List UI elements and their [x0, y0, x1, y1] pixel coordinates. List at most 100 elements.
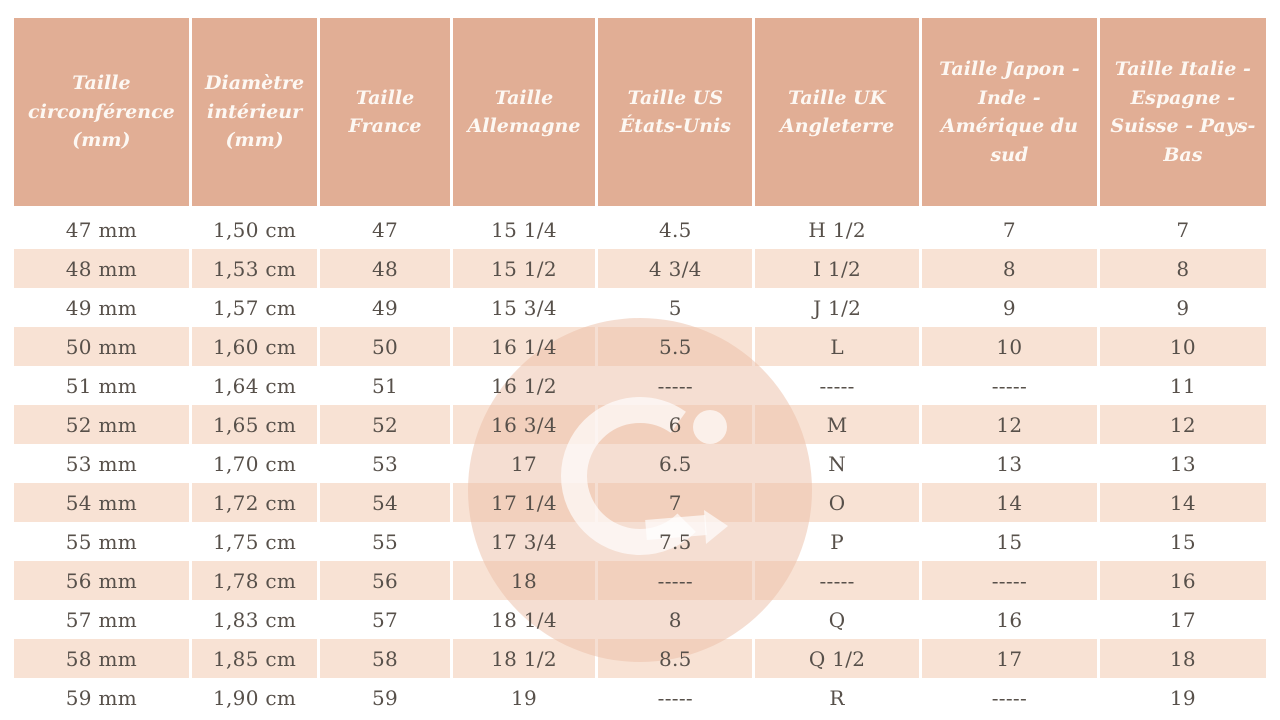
cell-value: 10 — [1169, 334, 1196, 359]
table-cell: 9 — [921, 288, 1097, 327]
cell-value: 50 mm — [65, 334, 138, 359]
cell-value: 47 mm — [65, 217, 138, 242]
column-header: Taille France — [320, 18, 450, 210]
table-cell: J 1/2 — [755, 288, 919, 327]
table-cell: 5 — [598, 288, 753, 327]
cell-value: 13 — [1169, 451, 1196, 476]
cell-value: 19 — [1169, 685, 1196, 710]
table-cell: 57 mm — [14, 600, 189, 639]
table-row: 57 mm 1,83 cm 57 18 1/4 8 Q 16 17 — [14, 600, 1266, 639]
cell-value: 56 — [371, 568, 398, 593]
table-cell: 4.5 — [598, 210, 753, 249]
cell-value: 1,83 cm — [212, 607, 297, 632]
cell-value: 14 — [1169, 490, 1196, 515]
cell-value: 1,53 cm — [212, 256, 297, 281]
table-cell: 10 — [1099, 327, 1266, 366]
cell-value: 16 1/4 — [491, 334, 557, 359]
table-cell: 5.5 — [598, 327, 753, 366]
table-row: 49 mm 1,57 cm 49 15 3/4 5 J 1/2 9 9 — [14, 288, 1266, 327]
table-cell: ----- — [921, 561, 1097, 600]
table-row: 56 mm 1,78 cm 56 18 ----- ----- ----- 16 — [14, 561, 1266, 600]
cell-value: 15 3/4 — [491, 295, 557, 320]
table-cell: 55 — [320, 522, 450, 561]
cell-value: 7.5 — [658, 529, 692, 554]
table-cell: 18 — [452, 561, 596, 600]
table-cell: 50 — [320, 327, 450, 366]
table-cell: P — [755, 522, 919, 561]
cell-value: ----- — [819, 373, 855, 398]
table-cell: 15 1/4 — [452, 210, 596, 249]
cell-value: ----- — [657, 373, 693, 398]
cell-value: 1,75 cm — [212, 529, 297, 554]
cell-value: M — [826, 412, 848, 437]
table-cell: 7 — [1099, 210, 1266, 249]
column-header-label: Taille UK Angleterre — [780, 86, 895, 138]
cell-value: 52 mm — [65, 412, 138, 437]
cell-value: ----- — [819, 568, 855, 593]
table-cell: 1,70 cm — [191, 444, 318, 483]
table-cell: 47 mm — [14, 210, 189, 249]
cell-value: 11 — [1169, 373, 1196, 398]
cell-value: 49 mm — [65, 295, 138, 320]
table-cell: ----- — [921, 678, 1097, 717]
table-cell: O — [755, 483, 919, 522]
table-row: 52 mm 1,65 cm 52 16 3/4 6 M 12 12 — [14, 405, 1266, 444]
table-body: 47 mm 1,50 cm 47 15 1/4 4.5 H 1/2 7 7 48 mm 1,53 … — [14, 210, 1266, 717]
table-cell: 52 mm — [14, 405, 189, 444]
table-cell: M — [755, 405, 919, 444]
cell-value: 9 — [1002, 295, 1016, 320]
table-cell: 15 1/2 — [452, 249, 596, 288]
table-cell: 15 — [1099, 522, 1266, 561]
cell-value: 5 — [668, 295, 682, 320]
table-cell: 19 — [1099, 678, 1266, 717]
cell-value: 4.5 — [658, 217, 692, 242]
table-cell: 1,50 cm — [191, 210, 318, 249]
table-cell: 53 mm — [14, 444, 189, 483]
cell-value: 1,60 cm — [212, 334, 297, 359]
cell-value: 8.5 — [658, 646, 692, 671]
table-cell: ----- — [921, 366, 1097, 405]
cell-value: 1,85 cm — [212, 646, 297, 671]
table-cell: 17 3/4 — [452, 522, 596, 561]
cell-value: L — [830, 334, 844, 359]
table-cell: 1,57 cm — [191, 288, 318, 327]
table-cell: 17 — [452, 444, 596, 483]
cell-value: 1,78 cm — [212, 568, 297, 593]
cell-value: ----- — [657, 568, 693, 593]
table-cell: 16 — [921, 600, 1097, 639]
table-row: 59 mm 1,90 cm 59 19 ----- R ----- 19 — [14, 678, 1266, 717]
cell-value: 54 — [371, 490, 398, 515]
cell-value: N — [828, 451, 847, 476]
cell-value: 5.5 — [658, 334, 692, 359]
cell-value: ----- — [991, 373, 1028, 398]
column-header-label: Taille US États-Unis — [619, 86, 731, 138]
cell-value: 53 — [371, 451, 398, 476]
cell-value: 15 1/4 — [491, 217, 557, 242]
table-cell: 1,60 cm — [191, 327, 318, 366]
table-cell: Q — [755, 600, 919, 639]
table-cell: 14 — [1099, 483, 1266, 522]
table-row: 55 mm 1,75 cm 55 17 3/4 7.5 P 15 15 — [14, 522, 1266, 561]
cell-value: O — [828, 490, 846, 515]
cell-value: 15 — [1169, 529, 1196, 554]
cell-value: 16 3/4 — [491, 412, 557, 437]
table-cell: 8.5 — [598, 639, 753, 678]
table-cell: R — [755, 678, 919, 717]
cell-value: 7 — [1176, 217, 1190, 242]
cell-value: 50 — [371, 334, 398, 359]
cell-value: 1,90 cm — [212, 685, 297, 710]
table-cell: 10 — [921, 327, 1097, 366]
column-header: Taille Italie - Espagne - Suisse - Pays-… — [1099, 18, 1266, 210]
cell-value: 51 — [371, 373, 398, 398]
table-cell: 1,83 cm — [191, 600, 318, 639]
cell-value: 1,64 cm — [212, 373, 297, 398]
cell-value: 57 mm — [65, 607, 138, 632]
cell-value: 15 — [996, 529, 1023, 554]
table-cell: 18 1/2 — [452, 639, 596, 678]
table-cell: 12 — [1099, 405, 1266, 444]
table-cell: 1,85 cm — [191, 639, 318, 678]
column-header-label: Taille Allemagne — [467, 86, 581, 138]
table-row: 53 mm 1,70 cm 53 17 6.5 N 13 13 — [14, 444, 1266, 483]
table-cell: 1,78 cm — [191, 561, 318, 600]
